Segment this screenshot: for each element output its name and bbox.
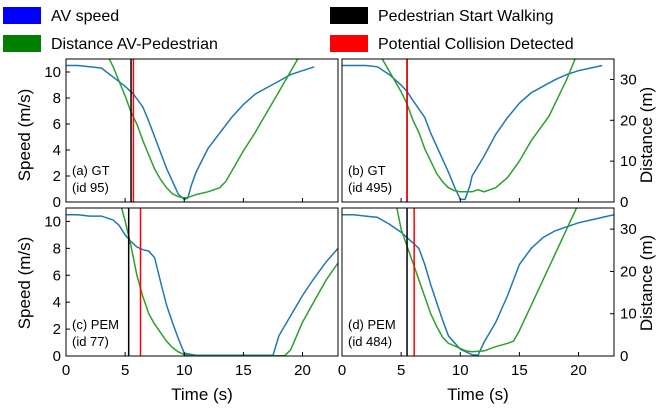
legend-label-3: Potential Collision Detected — [378, 36, 574, 53]
x-tick-label: 5 — [121, 362, 129, 379]
speed-tick-label: 10 — [44, 213, 61, 230]
x-tick-label: 5 — [397, 362, 405, 379]
xlabel-left: Time (s) — [171, 385, 233, 404]
x-tick-label: 15 — [511, 362, 528, 379]
speed-tick-label: 4 — [53, 294, 61, 311]
x-tick-label: 0 — [338, 362, 346, 379]
legend-label-2: Pedestrian Start Walking — [378, 8, 553, 25]
panel-3: 0 5 10 15 20 0 10 20 30 (d) PEM (id 484) — [338, 207, 637, 379]
speed-tick-label: 10 — [44, 64, 61, 81]
panel-label-line2: (id 484) — [348, 334, 392, 349]
plot-area-0 — [66, 59, 315, 202]
x-tick-label: 20 — [294, 362, 311, 379]
distance-tick-label: 30 — [620, 71, 637, 88]
distance-line — [108, 59, 299, 199]
ylabel-right-bottom: Distance (m) — [637, 235, 656, 331]
speed-tick-label: 2 — [53, 321, 61, 338]
x-tick-label: 10 — [176, 362, 193, 379]
speed-line — [66, 213, 338, 356]
axes-frame — [65, 58, 339, 203]
panel-label-line1: (b) GT — [348, 163, 386, 178]
speed-tick-label: 4 — [53, 142, 61, 159]
x-tick-label: 0 — [62, 362, 70, 379]
panel-label-line2: (id 77) — [72, 334, 109, 349]
distance-line — [120, 208, 338, 356]
panel-0: 0 2 4 6 8 10 (a) GT (id 95) — [44, 58, 339, 211]
legend-swatch-1 — [3, 35, 41, 52]
distance-tick-label: 0 — [620, 348, 628, 365]
distance-line — [381, 59, 576, 193]
ylabel-left-bottom: Speed (m/s) — [15, 237, 34, 330]
ylabel-left-top: Speed (m/s) — [15, 89, 34, 182]
plot-area-2 — [66, 208, 338, 356]
axis-labels: Speed (m/s) Speed (m/s) Distance (m) Dis… — [15, 87, 656, 404]
distance-line — [396, 208, 578, 353]
speed-tick-label: 0 — [53, 348, 61, 365]
ylabel-right-top: Distance (m) — [637, 87, 656, 183]
axes-frame — [65, 207, 339, 357]
legend-swatch-2 — [330, 7, 368, 24]
panel-label-line1: (d) PEM — [348, 317, 396, 332]
speed-tick-label: 6 — [53, 267, 61, 284]
axes-frame — [341, 207, 615, 357]
panel-label-line1: (a) GT — [72, 163, 110, 178]
legend-label-0: AV speed — [51, 8, 119, 25]
speed-tick-label: 8 — [53, 240, 61, 257]
xlabel-right: Time (s) — [447, 385, 509, 404]
plot-area-3 — [342, 208, 614, 356]
speed-tick-label: 6 — [53, 116, 61, 133]
axes-frame — [341, 58, 615, 203]
panel-label-line2: (id 495) — [348, 180, 392, 195]
distance-tick-label: 0 — [620, 194, 628, 211]
legend-label-1: Distance AV-Pedestrian — [51, 36, 218, 53]
x-tick-label: 20 — [570, 362, 587, 379]
distance-tick-label: 20 — [620, 263, 637, 280]
panel-label-line2: (id 95) — [72, 180, 109, 195]
legend: AV speed Distance AV-Pedestrian Pedestrian… — [3, 7, 574, 53]
legend-swatch-3 — [330, 35, 368, 52]
speed-tick-label: 8 — [53, 90, 61, 107]
speed-tick-label: 2 — [53, 168, 61, 185]
panel-1: 0 10 20 30 (b) GT (id 495) — [341, 58, 637, 211]
panel-2: 0 5 10 15 20 0 2 4 6 8 10 (c) PEM (id 77) — [44, 207, 339, 379]
distance-tick-label: 30 — [620, 221, 637, 238]
speed-line — [342, 213, 614, 356]
distance-tick-label: 10 — [620, 306, 637, 323]
legend-swatch-0 — [3, 7, 41, 24]
panel-label-line1: (c) PEM — [72, 317, 119, 332]
distance-tick-label: 20 — [620, 112, 637, 129]
distance-tick-label: 10 — [620, 153, 637, 170]
speed-tick-label: 0 — [53, 194, 61, 211]
x-tick-label: 15 — [235, 362, 252, 379]
x-tick-label: 10 — [452, 362, 469, 379]
